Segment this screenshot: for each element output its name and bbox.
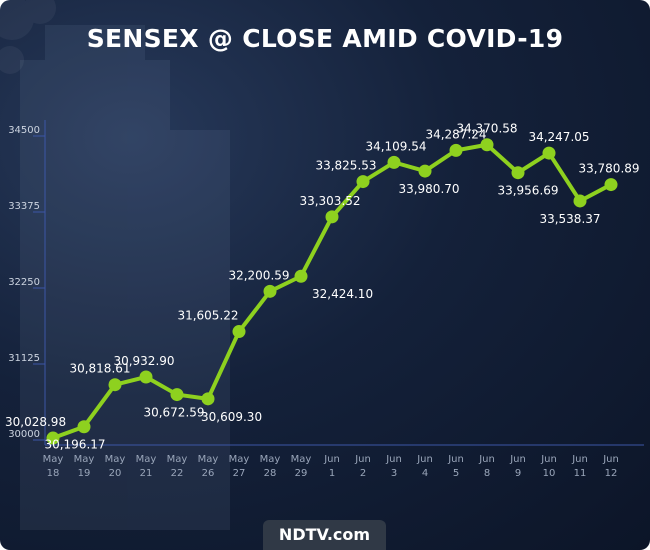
data-label: 34,370.58 bbox=[456, 122, 517, 136]
x-tick-month: Jun bbox=[354, 454, 371, 465]
x-tick-day: 28 bbox=[264, 468, 277, 479]
x-tick-month: May bbox=[291, 454, 312, 465]
x-tick-day: 27 bbox=[233, 468, 246, 479]
data-label: 33,303.52 bbox=[299, 194, 360, 208]
ndtv-logo: NDTV.com bbox=[263, 520, 386, 550]
data-point bbox=[46, 431, 60, 445]
x-tick-month: May bbox=[136, 454, 157, 465]
data-point bbox=[449, 143, 463, 157]
y-tick-label: 34500 bbox=[8, 125, 40, 136]
x-tick-day: 12 bbox=[605, 468, 618, 479]
x-tick-day: 20 bbox=[109, 468, 122, 479]
x-tick-day: 1 bbox=[329, 468, 335, 479]
data-label: 33,825.53 bbox=[315, 159, 376, 173]
data-point bbox=[573, 194, 587, 208]
data-point bbox=[263, 284, 277, 298]
x-tick-day: 19 bbox=[78, 468, 91, 479]
series bbox=[46, 138, 618, 445]
x-tick-month: Jun bbox=[416, 454, 433, 465]
x-tick-day: 3 bbox=[391, 468, 397, 479]
x-tick-day: 22 bbox=[171, 468, 184, 479]
data-point bbox=[294, 269, 308, 283]
data-label: 33,980.70 bbox=[398, 182, 459, 196]
data-point bbox=[325, 210, 339, 224]
data-label: 34,109.54 bbox=[365, 139, 426, 153]
x-tick-day: 11 bbox=[574, 468, 587, 479]
data-label: 30,672.59 bbox=[143, 406, 204, 420]
data-point bbox=[108, 378, 122, 392]
data-point bbox=[480, 138, 494, 152]
data-label: 33,780.89 bbox=[578, 162, 639, 176]
data-label: 30,932.90 bbox=[113, 354, 174, 368]
data-point bbox=[77, 420, 91, 434]
data-label: 30,609.30 bbox=[201, 410, 262, 424]
data-label: 31,605.22 bbox=[177, 309, 238, 323]
x-tick-month: Jun bbox=[602, 454, 619, 465]
data-point bbox=[139, 370, 153, 384]
x-tick-month: Jun bbox=[571, 454, 588, 465]
data-label: 30,196.17 bbox=[44, 438, 105, 452]
x-tick-day: 26 bbox=[202, 468, 215, 479]
data-label: 34,287.24 bbox=[425, 127, 486, 141]
data-label: 34,247.05 bbox=[528, 130, 589, 144]
x-tick-month: Jun bbox=[323, 454, 340, 465]
data-point bbox=[232, 325, 246, 339]
data-point bbox=[356, 175, 370, 189]
data-label: 30,028.98 bbox=[5, 415, 66, 429]
data-label: 32,424.10 bbox=[312, 287, 373, 301]
x-tick-day: 5 bbox=[453, 468, 459, 479]
x-tick-month: Jun bbox=[540, 454, 557, 465]
x-tick-month: May bbox=[260, 454, 281, 465]
y-tick-label: 32250 bbox=[8, 277, 40, 288]
x-tick-day: 8 bbox=[484, 468, 490, 479]
x-tick-month: May bbox=[229, 454, 250, 465]
x-tick-month: Jun bbox=[509, 454, 526, 465]
data-point bbox=[170, 388, 184, 402]
x-tick-month: May bbox=[105, 454, 126, 465]
x-tick-day: 21 bbox=[140, 468, 153, 479]
data-label: 33,538.37 bbox=[539, 212, 600, 226]
data-point bbox=[604, 178, 618, 192]
x-tick-day: 2 bbox=[360, 468, 366, 479]
data-label: 33,956.69 bbox=[497, 184, 558, 198]
x-tick-month: May bbox=[167, 454, 188, 465]
x-tick-day: 4 bbox=[422, 468, 428, 479]
y-tick-label: 31125 bbox=[8, 353, 40, 364]
data-point bbox=[511, 166, 525, 180]
x-tick-day: 10 bbox=[543, 468, 556, 479]
x-tick-month: May bbox=[74, 454, 95, 465]
x-axis: May18May19May20May21May22May26May27May28… bbox=[43, 444, 644, 479]
x-tick-day: 9 bbox=[515, 468, 521, 479]
x-tick-month: Jun bbox=[447, 454, 464, 465]
x-tick-day: 29 bbox=[295, 468, 308, 479]
x-tick-day: 18 bbox=[47, 468, 60, 479]
y-tick-label: 30000 bbox=[8, 429, 40, 440]
x-tick-month: May bbox=[198, 454, 219, 465]
data-point bbox=[201, 392, 215, 406]
data-point bbox=[542, 146, 556, 160]
data-point bbox=[418, 164, 432, 178]
x-tick-month: Jun bbox=[478, 454, 495, 465]
data-point bbox=[387, 155, 401, 169]
data-label: 30,818.61 bbox=[69, 362, 130, 376]
data-label: 32,200.59 bbox=[228, 268, 289, 282]
y-tick-label: 33375 bbox=[8, 201, 40, 212]
y-axis: 30000 31125 32250 33375 34500 bbox=[8, 120, 46, 445]
x-tick-month: Jun bbox=[385, 454, 402, 465]
chart-title: SENSEX @ CLOSE AMID COVID-19 bbox=[86, 24, 564, 53]
x-tick-month: May bbox=[43, 454, 64, 465]
